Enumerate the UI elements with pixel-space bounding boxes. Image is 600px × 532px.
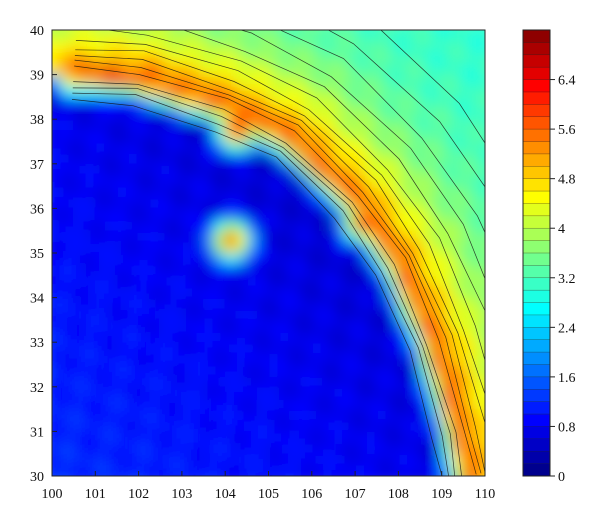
colorbar-ticks: 0 0.8 1.6 2.4 3.2 4 4.8 5.6 6.4 (550, 74, 576, 485)
colorbar-step (523, 116, 550, 130)
colorbar-step (523, 352, 550, 365)
colorbar-tick-label: 4 (558, 222, 565, 237)
x-tick-label: 108 (388, 487, 409, 502)
colorbar-step (523, 91, 550, 105)
colorbar-step (523, 141, 550, 155)
colorbar-step (523, 30, 550, 43)
y-tick-label: 30 (30, 470, 44, 485)
colorbar-tick-label: 3.2 (558, 272, 576, 287)
colorbar-step (523, 364, 550, 378)
colorbar-step (523, 426, 550, 440)
x-tick-label: 102 (128, 487, 149, 502)
x-tick-label: 106 (301, 487, 322, 502)
colorbar-step (523, 215, 550, 229)
colorbar-tick-label: 5.6 (558, 123, 576, 138)
y-tick-label: 33 (30, 336, 44, 351)
colorbar-step (523, 104, 550, 118)
colorbar-step (523, 414, 550, 427)
colorbar-step (523, 302, 550, 316)
contour-field (52, 30, 485, 476)
colorbar-step (523, 290, 550, 303)
y-tick-label: 38 (30, 113, 44, 128)
x-tick-label: 109 (431, 487, 452, 502)
x-tick-label: 105 (258, 487, 279, 502)
colorbar-step (523, 451, 550, 464)
colorbar-step (523, 166, 550, 179)
y-tick-label: 35 (30, 247, 44, 262)
colorbar-tick-label: 2.4 (558, 321, 576, 336)
colorbar-step (523, 191, 550, 204)
y-axis: 30 31 32 33 34 35 36 37 38 39 40 (30, 24, 57, 485)
x-tick-label: 107 (345, 487, 366, 502)
plot-area (52, 30, 485, 476)
colorbar-step (523, 389, 550, 402)
colorbar-step (523, 129, 550, 142)
colorbar-steps (523, 30, 550, 477)
colorbar-step (523, 178, 550, 192)
y-tick-label: 31 (30, 425, 44, 440)
colorbar-tick-label: 0.8 (558, 420, 576, 435)
colorbar-step (523, 228, 550, 241)
y-tick-label: 32 (30, 381, 44, 396)
colorbar-tick-label: 0 (558, 470, 565, 485)
x-tick-label: 101 (85, 487, 106, 502)
colorbar-step (523, 240, 550, 254)
colorbar-step (523, 314, 550, 328)
contour-lines (71, 30, 485, 476)
colorbar-step (523, 203, 550, 217)
colorbar-step (523, 339, 550, 353)
colorbar-step (523, 327, 550, 341)
x-tick-label: 103 (171, 487, 192, 502)
colorbar-frame (522, 29, 551, 477)
colorbar-step (523, 438, 550, 452)
colorbar: 0 0.8 1.6 2.4 3.2 4 4.8 5.6 6.4 (522, 29, 576, 485)
x-tick-label: 110 (475, 487, 495, 502)
colorbar-step (523, 67, 550, 80)
colorbar-step (523, 42, 550, 56)
colorbar-step (523, 54, 550, 68)
colorbar-step (523, 277, 550, 291)
colorbar-step (523, 376, 550, 390)
colorbar-step (523, 463, 550, 477)
colorbar-step (523, 401, 550, 415)
colorbar-tick-label: 1.6 (558, 371, 576, 386)
y-tick-label: 39 (30, 69, 44, 84)
colorbar-tick-label: 6.4 (558, 74, 576, 89)
colorbar-step (523, 253, 550, 266)
colorbar-tick-label: 4.8 (558, 173, 576, 188)
colorbar-step (523, 153, 550, 167)
colorbar-step (523, 265, 550, 279)
colorbar-step (523, 79, 550, 93)
x-tick-label: 104 (215, 487, 236, 502)
y-tick-label: 37 (30, 158, 44, 173)
x-tick-label: 100 (42, 487, 63, 502)
x-axis: 100 101 102 103 104 105 106 107 108 109 110 (42, 471, 495, 502)
y-tick-label: 40 (30, 24, 44, 39)
y-tick-label: 34 (30, 292, 44, 307)
y-tick-label: 36 (30, 202, 44, 217)
